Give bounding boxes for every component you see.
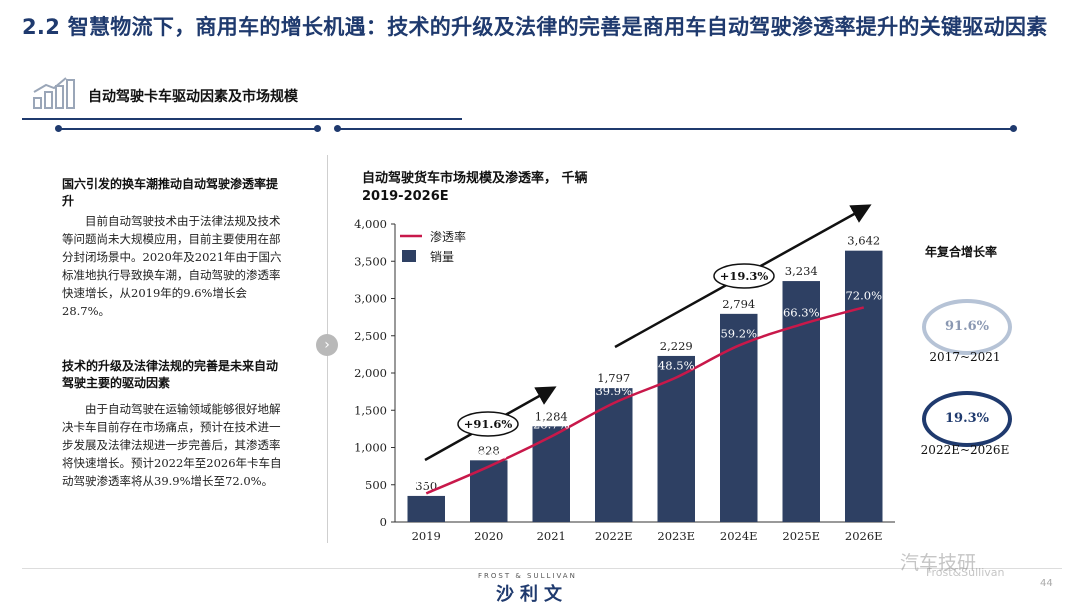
- watermark-sub: Frost&Sullivan: [926, 566, 1005, 579]
- y-tick-label: 0: [380, 515, 387, 529]
- bar-value-label: 1,797: [597, 371, 630, 385]
- left-block-body: 目前自动驾驶技术由于法律法规及技术等问题尚未大规模应用，目前主要使用在部分封闭场…: [62, 214, 282, 318]
- y-tick-label: 3,000: [354, 292, 387, 306]
- left-block-heading: 技术的升级及法律法规的完善是未来自动驾驶主要的驱动因素: [62, 359, 279, 390]
- x-tick-label: 2026E: [845, 529, 883, 543]
- chart-title: 自动驾驶货车市场规模及渗透率， 千辆 2019-2026E: [362, 170, 588, 206]
- y-tick-label: 500: [365, 478, 387, 492]
- bar-value-label: 2,794: [722, 297, 755, 311]
- chart-title-line: 自动驾驶货车市场规模及渗透率， 千辆: [362, 171, 588, 186]
- bar: [595, 388, 633, 522]
- bar-value-label: 1,284: [535, 409, 568, 423]
- footer-brand-small: FROST & SULLIVAN: [478, 572, 577, 580]
- left-rule: [60, 128, 318, 130]
- bar: [532, 426, 570, 522]
- bar-value-label: 350: [415, 479, 437, 493]
- growth-annotation-bubble: [713, 263, 775, 289]
- cagr-value-badge: 19.3%: [922, 391, 1012, 447]
- cagr-period-label: 2017~2021: [929, 350, 1001, 364]
- left-block-body: 由于自动驾驶在运输领域能够很好地解决卡车目前存在市场痛点，预计在技术进一步发展及…: [62, 402, 282, 488]
- x-tick-label: 2021: [537, 529, 566, 543]
- bar-value-label: 3,642: [847, 234, 880, 248]
- legend-label: 渗透率: [430, 229, 466, 244]
- section-header-label: 自动驾驶卡车驱动因素及市场规模: [88, 89, 298, 105]
- y-tick-label: 1,500: [354, 403, 387, 417]
- bar-value-label: 3,234: [785, 264, 818, 278]
- bar-value-label: 2,229: [660, 339, 693, 353]
- left-rule-dot: [314, 125, 321, 132]
- bar-value-label: 828: [478, 443, 500, 457]
- y-tick-label: 2,000: [354, 366, 387, 380]
- page-title: 2.2 智慧物流下，商用车的增长机遇：技术的升级及法律的完善是商用车自动驾驶渗透…: [22, 15, 1048, 39]
- penetration-rate-line: [425, 306, 865, 495]
- cagr-title: 年复合增长率: [925, 245, 998, 259]
- chevron-right-icon: ›: [316, 334, 338, 356]
- cagr-period-label: 2022E~2026E: [920, 443, 1010, 457]
- bar: [470, 460, 508, 522]
- chart-title-subline: 2019-2026E: [362, 189, 449, 204]
- penetration-rate-label: 28.7%: [533, 417, 570, 431]
- left-rule-dot: [55, 125, 62, 132]
- market-size-chart: 0 500 1,000 1,500 2,000 2,500 3,000 3,500 4,000 3…: [354, 204, 895, 543]
- footer-divider: [22, 568, 1062, 569]
- right-rule-dot: [1010, 125, 1017, 132]
- footer-brand-logo: 沙利文: [496, 584, 568, 605]
- x-tick-label: 2022E: [595, 529, 633, 543]
- penetration-rate-label: 9.6%: [412, 474, 441, 488]
- bar: [407, 495, 445, 522]
- growth-annotation-bubble: [457, 411, 519, 437]
- watermark: 汽车技研: [900, 552, 977, 574]
- page-number: 44: [1040, 578, 1053, 589]
- penetration-rate-label: 59.2%: [720, 327, 757, 341]
- x-tick-label: 2023E: [657, 529, 695, 543]
- left-block-heading: 国六引发的换车潮推动自动驾驶渗透率提升: [62, 177, 279, 208]
- penetration-rate-label: 48.5%: [658, 358, 695, 372]
- x-tick-label: 2019: [412, 529, 441, 543]
- growth-annotation-label: +19.3%: [720, 269, 769, 283]
- y-tick-label: 3,500: [354, 254, 387, 268]
- legend-bar-swatch: [402, 250, 416, 262]
- bar: [657, 355, 695, 522]
- right-rule: [338, 128, 1014, 130]
- left-text-block: 国六引发的换车潮推动自动驾驶渗透率提升 目前自动驾驶技术由于法律法规及技术等问题…: [62, 176, 284, 320]
- penetration-rate-label: 66.3%: [783, 305, 820, 319]
- left-text-block: 技术的升级及法律法规的完善是未来自动驾驶主要的驱动因素 由于自动驾驶在运输领域能…: [62, 358, 284, 490]
- bar: [845, 250, 883, 522]
- cagr-value-badge: 91.6%: [922, 299, 1012, 355]
- legend-label: 销量: [430, 250, 454, 264]
- x-tick-label: 2025E: [782, 529, 820, 543]
- growth-annotation-label: +91.6%: [464, 417, 513, 431]
- section-header-underline: [22, 118, 462, 120]
- x-tick-label: 2020: [474, 529, 503, 543]
- y-tick-label: 1,000: [354, 441, 387, 455]
- penetration-rate-label: 39.9%: [595, 384, 632, 398]
- penetration-rate-label: 18.6%: [470, 448, 507, 462]
- bar: [720, 313, 758, 522]
- penetration-rate-label: 72.0%: [845, 288, 882, 302]
- right-rule-dot: [334, 125, 341, 132]
- bar-chart-icon: [33, 77, 75, 109]
- y-tick-label: 2,500: [354, 329, 387, 343]
- x-tick-label: 2024E: [720, 529, 758, 543]
- y-tick-label: 4,000: [354, 217, 387, 231]
